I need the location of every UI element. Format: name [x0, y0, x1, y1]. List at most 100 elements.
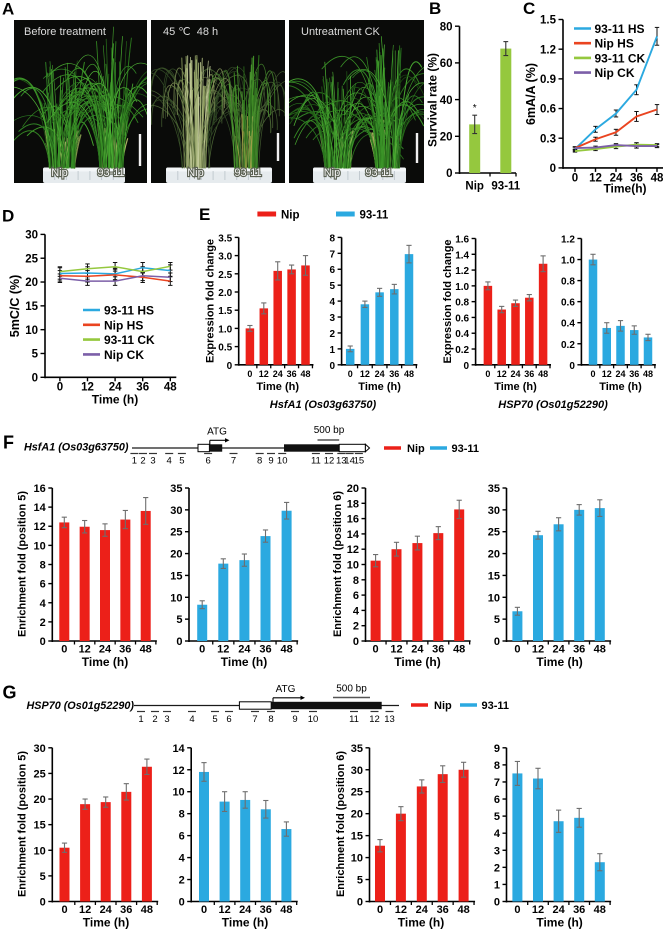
svg-text:25: 25: [34, 768, 46, 780]
svg-text:93-11: 93-11: [97, 167, 124, 179]
svg-text:1.2: 1.2: [540, 44, 556, 56]
svg-text:6: 6: [179, 831, 185, 843]
svg-text:48: 48: [164, 382, 177, 394]
svg-text:F: F: [3, 433, 14, 453]
svg-text:1.0: 1.0: [455, 282, 469, 293]
svg-text:3.5: 3.5: [218, 233, 232, 244]
svg-text:36: 36: [432, 644, 444, 656]
svg-text:0: 0: [353, 636, 359, 648]
svg-text:2: 2: [152, 714, 157, 725]
svg-text:12: 12: [369, 714, 380, 725]
svg-text:0.4: 0.4: [455, 329, 469, 340]
svg-text:0: 0: [572, 173, 578, 185]
svg-text:0.3: 0.3: [540, 133, 556, 145]
svg-text:Time (h): Time (h): [358, 381, 401, 393]
svg-text:36: 36: [120, 904, 132, 916]
svg-text:24: 24: [411, 644, 424, 656]
svg-text:1.5: 1.5: [540, 15, 557, 27]
svg-text:10: 10: [172, 787, 184, 799]
svg-text:Enrichment fold (position 6): Enrichment fold (position 6): [332, 491, 344, 637]
svg-text:Before treatment: Before treatment: [24, 26, 106, 38]
svg-text:1.2: 1.2: [455, 266, 469, 277]
svg-text:Nip HS: Nip HS: [595, 37, 634, 51]
svg-text:10: 10: [170, 592, 182, 604]
svg-text:93-11: 93-11: [452, 443, 480, 455]
svg-text:10: 10: [277, 456, 288, 467]
svg-text:36: 36: [630, 173, 643, 185]
svg-text:3: 3: [330, 313, 336, 324]
svg-text:0.6: 0.6: [561, 298, 575, 309]
svg-text:12: 12: [79, 904, 91, 916]
svg-text:0: 0: [485, 369, 490, 379]
svg-text:18: 18: [347, 498, 359, 510]
svg-text:6mA/A (%): 6mA/A (%): [524, 63, 538, 125]
svg-text:1: 1: [138, 714, 143, 725]
svg-text:0: 0: [179, 897, 185, 909]
svg-text:0: 0: [590, 369, 595, 379]
svg-text:48: 48: [594, 644, 606, 656]
svg-text:0: 0: [514, 904, 520, 916]
svg-text:15: 15: [25, 301, 38, 313]
svg-text:Time (h): Time (h): [222, 916, 268, 930]
svg-text:15: 15: [170, 570, 182, 582]
svg-text:6: 6: [330, 265, 336, 276]
svg-text:C: C: [523, 0, 535, 18]
svg-text:15: 15: [354, 456, 365, 467]
svg-text:Time (h): Time (h): [536, 916, 582, 930]
svg-text:Enrichment fold (position 5): Enrichment fold (position 5): [17, 751, 29, 897]
svg-text:12: 12: [217, 644, 229, 656]
svg-text:8: 8: [257, 456, 262, 467]
svg-text:E: E: [199, 205, 210, 224]
svg-text:1: 1: [132, 456, 137, 467]
svg-text:Enrichment fold (position 6): Enrichment fold (position 6): [335, 751, 347, 897]
svg-text:15: 15: [351, 831, 363, 843]
svg-text:Enrichment fold (position 5): Enrichment fold (position 5): [17, 491, 29, 637]
svg-text:G: G: [3, 683, 17, 703]
svg-text:24: 24: [100, 904, 113, 916]
svg-text:Nip: Nip: [465, 181, 484, 193]
svg-text:24: 24: [416, 904, 429, 916]
svg-text:Time (h): Time (h): [92, 393, 138, 407]
svg-text:1: 1: [494, 879, 500, 891]
svg-text:93-11 CK: 93-11 CK: [104, 333, 155, 347]
svg-text:2: 2: [494, 862, 500, 874]
svg-text:12: 12: [259, 369, 269, 379]
svg-text:35: 35: [351, 743, 363, 755]
svg-text:12: 12: [347, 544, 359, 556]
svg-text:14: 14: [34, 502, 47, 514]
svg-text:2: 2: [330, 329, 336, 340]
svg-text:8: 8: [330, 233, 336, 244]
svg-text:0.9: 0.9: [540, 74, 556, 86]
svg-text:0.5: 0.5: [218, 343, 232, 354]
svg-text:1.4: 1.4: [455, 250, 469, 261]
svg-text:12: 12: [390, 644, 402, 656]
svg-text:0: 0: [40, 636, 46, 648]
svg-text:Time (h): Time (h): [536, 655, 582, 669]
svg-text:4: 4: [353, 605, 360, 617]
svg-text:HsfA1 (Os03g63750): HsfA1 (Os03g63750): [24, 442, 129, 454]
svg-text:3: 3: [150, 456, 155, 467]
svg-text:24: 24: [615, 369, 625, 379]
svg-text:12: 12: [602, 369, 612, 379]
svg-text:36: 36: [629, 369, 639, 379]
svg-text:7: 7: [252, 714, 257, 725]
svg-text:HSP70 (Os01g52290): HSP70 (Os01g52290): [498, 399, 608, 411]
svg-text:14: 14: [344, 456, 355, 467]
svg-text:36: 36: [573, 644, 585, 656]
svg-text:500 bp: 500 bp: [336, 684, 367, 695]
svg-text:10: 10: [34, 540, 46, 552]
svg-text:25: 25: [351, 787, 363, 799]
svg-text:1.2: 1.2: [561, 235, 575, 246]
svg-text:13: 13: [336, 456, 347, 467]
svg-text:0.4: 0.4: [561, 319, 575, 330]
svg-text:500 bp: 500 bp: [314, 425, 345, 436]
svg-text:12: 12: [360, 369, 370, 379]
svg-text:2.0: 2.0: [218, 288, 232, 299]
svg-text:11: 11: [311, 456, 321, 467]
svg-text:36: 36: [287, 369, 297, 379]
svg-text:0: 0: [201, 904, 207, 916]
svg-text:3: 3: [164, 714, 169, 725]
svg-text:0: 0: [464, 361, 470, 372]
svg-text:8: 8: [494, 760, 500, 772]
svg-text:93-11 CK: 93-11 CK: [595, 51, 646, 65]
